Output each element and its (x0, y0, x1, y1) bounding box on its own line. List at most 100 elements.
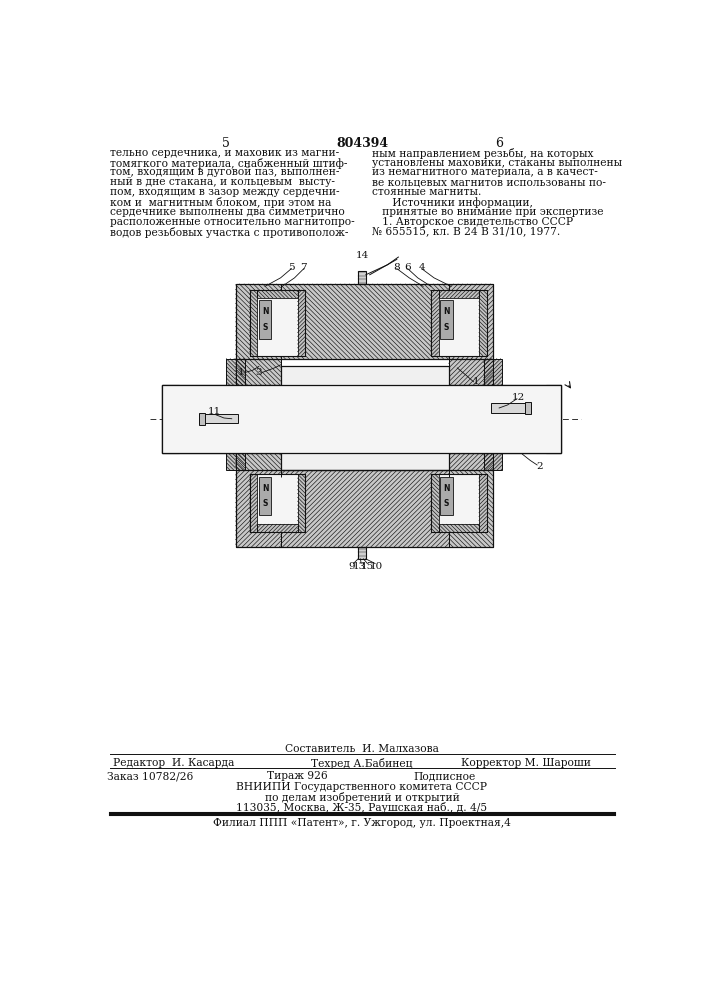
Bar (235, 470, 493, 547)
Bar (235, 359, 245, 470)
Bar (298, 290, 305, 356)
Bar (162, 385, 561, 453)
Text: Заказ 10782/26: Заказ 10782/26 (107, 771, 194, 781)
Text: 4: 4 (419, 263, 425, 272)
Text: томягкого материала, снабженный штиф-: томягкого материала, снабженный штиф- (110, 158, 348, 169)
Bar (440, 477, 452, 515)
Bar (226, 359, 235, 470)
Text: Техред А.Бабинец: Техред А.Бабинец (311, 758, 413, 769)
Text: S: S (262, 323, 268, 332)
Bar (484, 359, 493, 470)
Bar (259, 477, 271, 515)
Bar (281, 470, 449, 547)
Bar (438, 290, 479, 298)
Bar (281, 284, 449, 359)
Bar (525, 402, 531, 414)
Bar (358, 271, 366, 284)
Text: 15: 15 (361, 562, 374, 571)
Bar (431, 290, 438, 356)
Bar (250, 290, 305, 356)
Bar (484, 359, 493, 470)
Bar (259, 300, 271, 339)
Bar (250, 474, 305, 532)
Bar (281, 470, 449, 547)
Text: № 655515, кл. В 24 В 31/10, 1977.: № 655515, кл. В 24 В 31/10, 1977. (372, 227, 560, 237)
Bar (438, 298, 479, 356)
Text: Корректор М. Шароши: Корректор М. Шароши (461, 758, 591, 768)
Bar (298, 290, 305, 356)
Bar (358, 547, 366, 559)
Text: 14: 14 (356, 251, 368, 260)
Text: водов резьбовых участка с противополож-: водов резьбовых участка с противополож- (110, 227, 349, 238)
Bar (235, 359, 281, 470)
Text: 10: 10 (370, 562, 383, 571)
Text: 11: 11 (207, 407, 221, 416)
Bar (438, 474, 479, 524)
Text: 5: 5 (288, 263, 295, 272)
Text: из немагнитного материала, а в качест-: из немагнитного материала, а в качест- (372, 167, 598, 177)
Bar (250, 474, 257, 532)
Text: N: N (262, 484, 269, 493)
Text: расположенные относительно магнитопро-: расположенные относительно магнитопро- (110, 217, 355, 227)
Text: 113035, Москва, Ж-35, Раушская наб., д. 4/5: 113035, Москва, Ж-35, Раушская наб., д. … (236, 802, 488, 813)
Bar (546, 385, 561, 453)
Bar (257, 298, 298, 356)
Text: сердечнике выполнены два симметрично: сердечнике выполнены два симметрично (110, 207, 345, 217)
Bar (431, 290, 486, 356)
Text: по делам изобретений и открытий: по делам изобретений и открытий (264, 792, 460, 803)
Text: 6: 6 (404, 263, 411, 272)
Text: 9: 9 (349, 562, 355, 571)
Text: Составитель  И. Малхазова: Составитель И. Малхазова (285, 744, 439, 754)
Text: ным направлением резьбы, на которых: ным направлением резьбы, на которых (372, 148, 593, 159)
Text: пом, входящим в зазор между сердечни-: пом, входящим в зазор между сердечни- (110, 187, 339, 197)
Bar (491, 403, 531, 413)
Text: Филиал ППП «Патент», г. Ужгород, ул. Проектная,4: Филиал ППП «Патент», г. Ужгород, ул. Про… (213, 818, 511, 828)
Bar (449, 470, 493, 547)
Text: ве кольцевых магнитов использованы по-: ве кольцевых магнитов использованы по- (372, 177, 606, 187)
Text: ВНИИПИ Государственного комитета СССР: ВНИИПИ Государственного комитета СССР (236, 782, 487, 792)
Text: Источники информации,: Источники информации, (372, 197, 533, 208)
Bar (431, 290, 438, 356)
Text: ком и  магнитным блоком, при этом на: ком и магнитным блоком, при этом на (110, 197, 332, 208)
Text: 13: 13 (353, 562, 366, 571)
Bar (479, 474, 486, 532)
Bar (281, 366, 449, 470)
Text: Подписное: Подписное (414, 771, 476, 781)
Text: N: N (443, 484, 450, 493)
Text: 2: 2 (536, 462, 543, 471)
Bar (438, 524, 479, 532)
Bar (440, 300, 452, 339)
Text: N: N (443, 307, 450, 316)
Bar (298, 474, 305, 532)
Bar (257, 290, 298, 298)
Bar (449, 470, 493, 547)
Text: S: S (444, 323, 449, 332)
Bar (235, 284, 281, 359)
Bar (449, 359, 493, 470)
Bar (250, 474, 257, 532)
Bar (257, 524, 298, 532)
Bar (479, 474, 486, 532)
Text: N: N (262, 307, 269, 316)
Bar (449, 359, 493, 470)
Text: том, входящим в дуговой паз, выполнен-: том, входящим в дуговой паз, выполнен- (110, 167, 339, 177)
Bar (281, 284, 449, 359)
Text: S: S (262, 499, 268, 508)
Text: стоянные магниты.: стоянные магниты. (372, 187, 481, 197)
Bar (235, 284, 281, 359)
Bar (449, 284, 493, 359)
Bar (438, 524, 479, 532)
Text: тельно сердечника, и маховик из магни-: тельно сердечника, и маховик из магни- (110, 148, 339, 158)
Bar (226, 359, 235, 470)
Bar (257, 290, 298, 298)
Bar (493, 359, 502, 470)
Text: Тираж 926: Тираж 926 (267, 771, 328, 781)
Bar (298, 474, 305, 532)
Bar (449, 284, 493, 359)
Text: 3: 3 (255, 368, 262, 377)
Bar (431, 474, 438, 532)
Bar (235, 359, 281, 470)
Text: 6: 6 (495, 137, 503, 150)
Bar (235, 470, 281, 547)
Bar (250, 290, 257, 356)
